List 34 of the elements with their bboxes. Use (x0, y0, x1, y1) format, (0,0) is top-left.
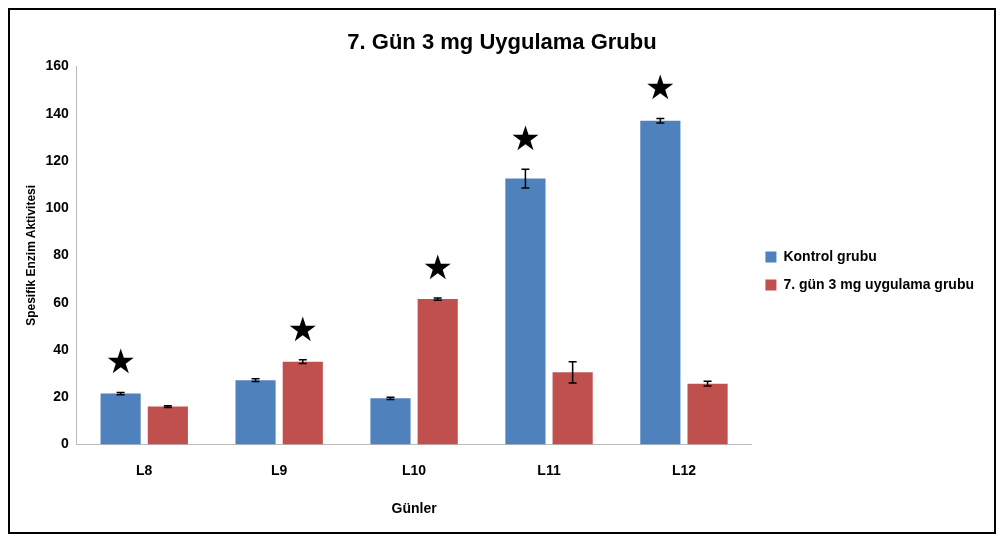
y-tick-label: 120 (45, 151, 69, 168)
x-axis-title: Günler (391, 500, 438, 517)
x-tick-label: L10 (402, 461, 427, 478)
bar (687, 383, 728, 445)
annotation: ★ (510, 118, 541, 158)
annotation: ★ (422, 246, 453, 287)
y-tick-label: 160 (45, 57, 69, 74)
y-tick-label: 100 (45, 199, 69, 216)
annotation: ★ (105, 341, 136, 382)
bar (505, 178, 546, 445)
bar (552, 372, 593, 445)
y-tick-label: 60 (53, 293, 69, 310)
bar (147, 406, 188, 445)
y-axis-title: Spesifik Enzim Aktivitesi (23, 184, 38, 326)
x-tick-label: L12 (671, 461, 697, 478)
y-tick-label: 20 (53, 388, 69, 405)
y-tick-label: 80 (53, 246, 69, 263)
x-tick-label: L11 (537, 461, 561, 478)
chart-title: 7. Gün 3 mg Uygulama Grubu (347, 29, 657, 55)
bar (417, 299, 458, 445)
bar (370, 398, 411, 445)
y-tick-label: 40 (53, 340, 69, 357)
legend-label: 7. gün 3 mg uygulama grubu (783, 275, 975, 292)
x-tick-label: L9 (270, 461, 288, 478)
bar (640, 120, 681, 445)
annotation: ★ (287, 308, 319, 349)
legend-label: Kontrol grubu (783, 247, 877, 264)
annotation: ★ (645, 67, 676, 108)
y-tick-label: 140 (45, 104, 69, 121)
bar (235, 380, 276, 445)
x-tick-label: L8 (136, 461, 153, 478)
bar (282, 361, 323, 445)
y-tick-label: 0 (60, 435, 69, 452)
bar (100, 393, 141, 445)
